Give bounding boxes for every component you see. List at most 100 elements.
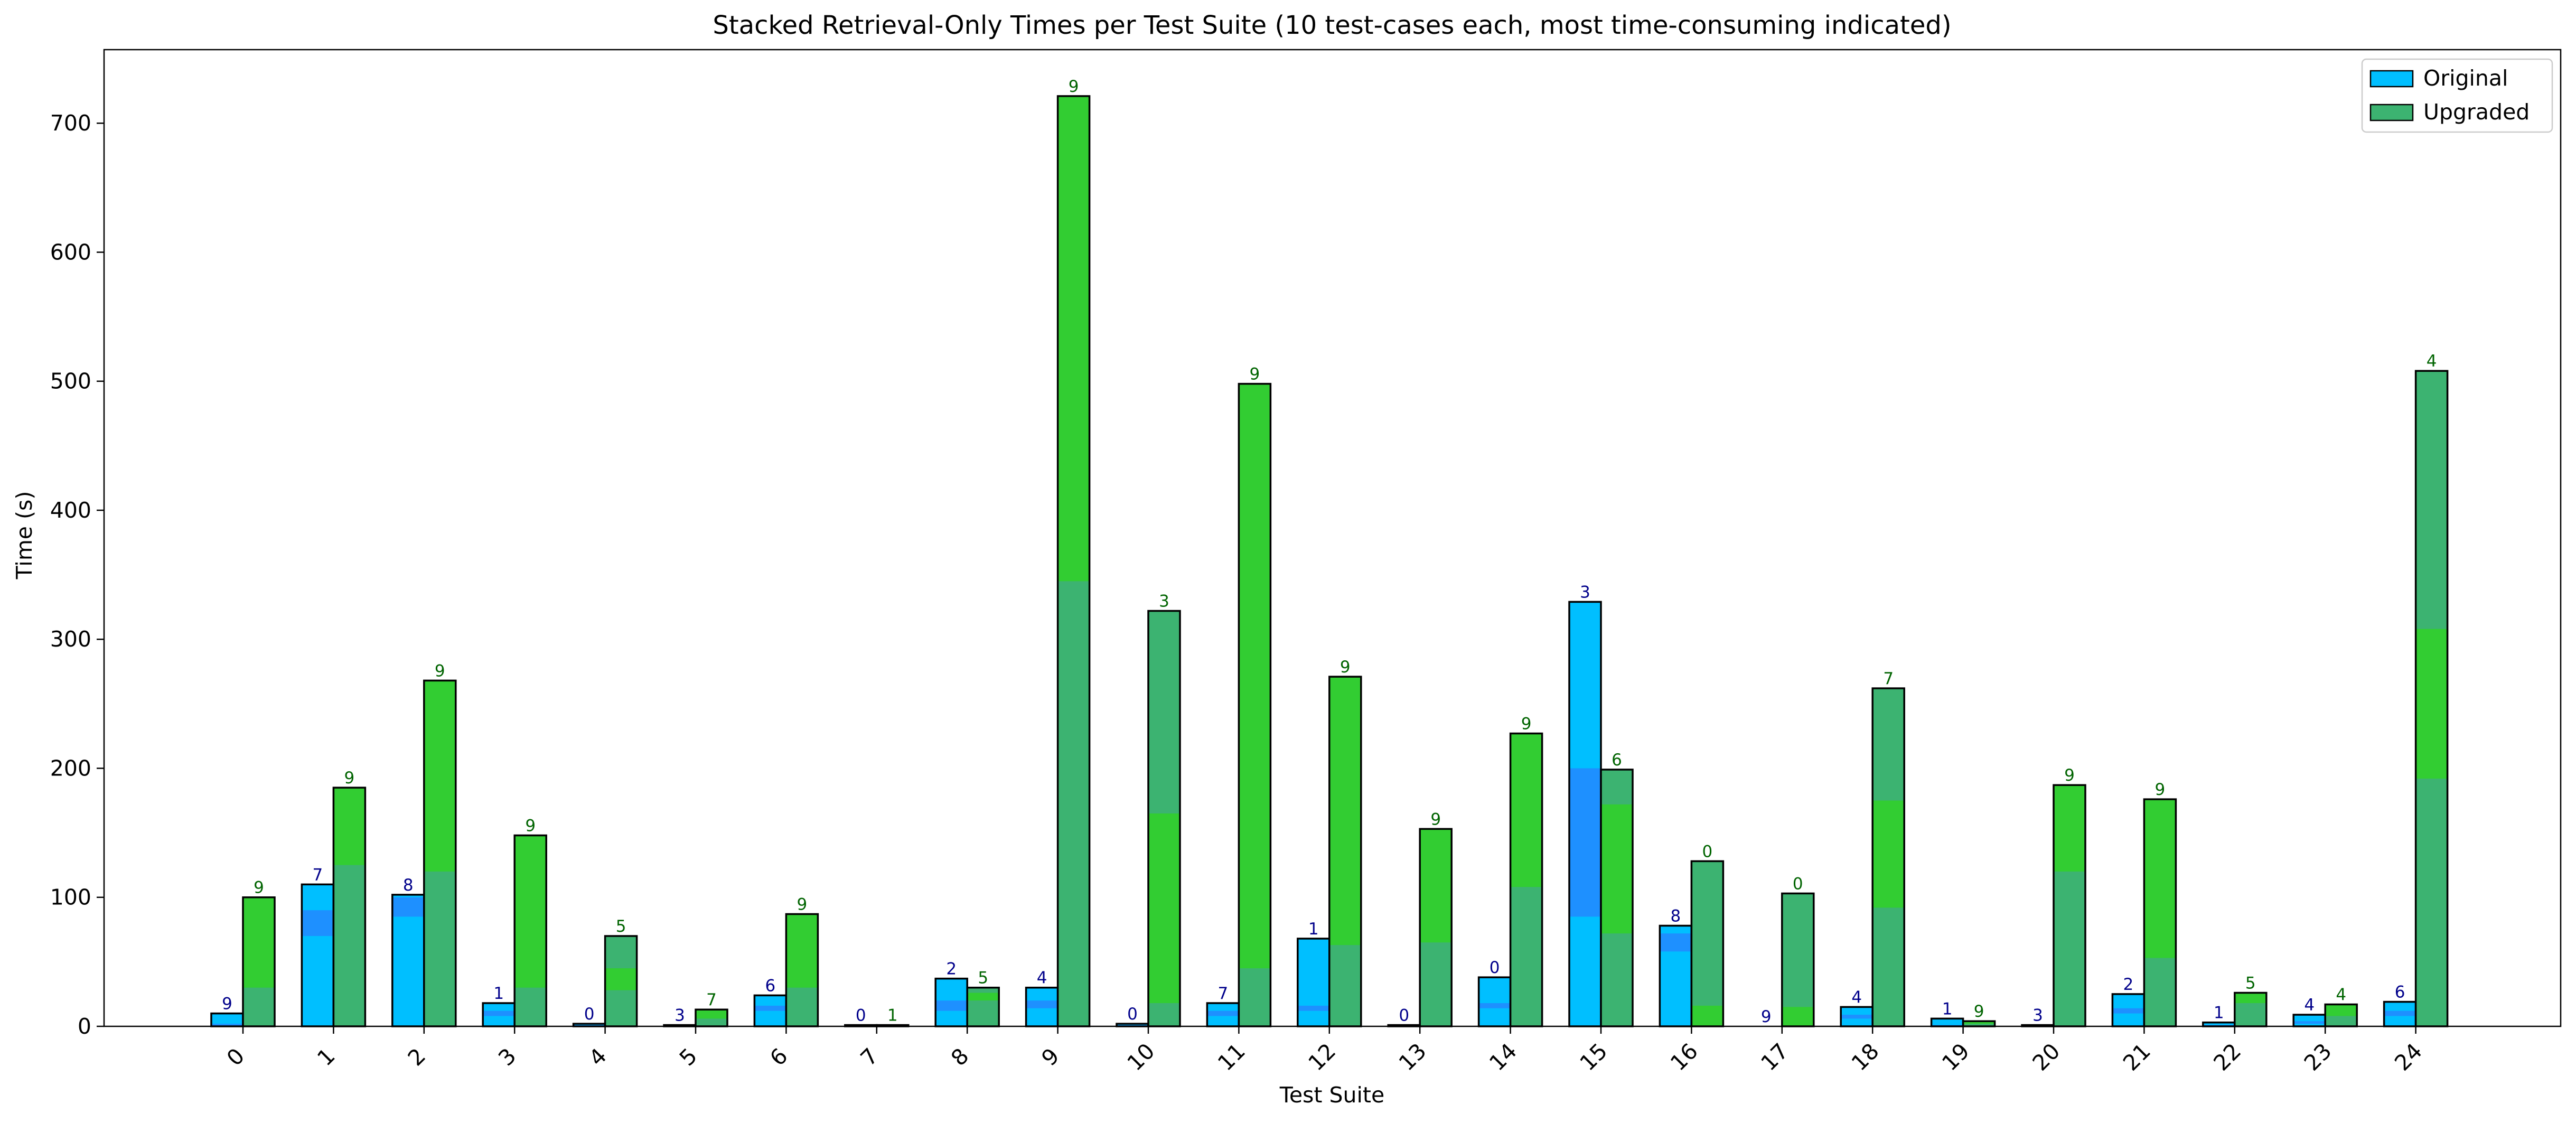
bar-label-original-24: 6 — [2395, 983, 2405, 1002]
top-case-segment-upgraded-14 — [1510, 733, 1542, 887]
bar-label-upgraded-4: 5 — [616, 917, 626, 936]
top-case-segment-upgraded-13 — [1420, 829, 1452, 943]
top-case-segment-upgraded-1 — [333, 788, 366, 865]
top-case-segment-original-16 — [1660, 933, 1692, 952]
bar-label-original-22: 1 — [2214, 1004, 2224, 1023]
top-case-segment-original-14 — [1478, 1003, 1511, 1008]
top-case-segment-upgraded-24 — [2415, 629, 2448, 779]
bar-label-original-6: 6 — [765, 976, 776, 995]
top-case-segment-original-24 — [2384, 1010, 2416, 1016]
bar-label-upgraded-3: 9 — [525, 817, 536, 836]
top-case-segment-original-9 — [1026, 1000, 1058, 1008]
top-case-segment-upgraded-21 — [2144, 799, 2176, 958]
top-case-segment-original-1 — [302, 910, 334, 937]
top-case-segment-upgraded-23 — [2325, 1004, 2357, 1016]
y-tick-label: 200 — [50, 755, 91, 781]
y-tick-label: 600 — [50, 239, 91, 265]
x-tick-label: 8 — [946, 1043, 973, 1071]
top-case-segment-upgraded-0 — [243, 897, 275, 988]
bar-label-original-3: 1 — [493, 984, 504, 1003]
top-case-segment-upgraded-15 — [1601, 804, 1633, 934]
bar-label-original-0: 9 — [222, 995, 232, 1014]
bar-label-upgraded-16: 0 — [1702, 842, 1713, 861]
top-case-segment-upgraded-4 — [605, 968, 637, 990]
bar-label-original-14: 0 — [1490, 958, 1500, 977]
y-tick-label: 500 — [50, 369, 91, 394]
x-tick-label: 23 — [2299, 1038, 2337, 1076]
x-tick-label: 3 — [493, 1043, 521, 1071]
x-tick-label: 5 — [675, 1043, 702, 1071]
x-tick-label: 13 — [1394, 1038, 1431, 1076]
x-tick-label: 19 — [1937, 1038, 1974, 1076]
bar-label-original-19: 1 — [1942, 999, 1953, 1018]
top-case-segment-original-6 — [754, 1005, 786, 1011]
bar-label-original-4: 0 — [584, 1005, 595, 1024]
legend: Original Upgraded — [2361, 58, 2553, 133]
top-case-segment-upgraded-18 — [1872, 800, 1905, 908]
x-tick-label: 14 — [1484, 1038, 1522, 1076]
bar-label-original-17: 9 — [1761, 1007, 1772, 1026]
bar-label-original-20: 3 — [2032, 1006, 2043, 1025]
y-tick-label: 100 — [50, 885, 91, 910]
top-case-segment-upgraded-6 — [786, 914, 818, 988]
bars — [210, 95, 2449, 1027]
bar-label-upgraded-13: 9 — [1430, 810, 1441, 829]
top-case-segment-upgraded-16 — [1691, 1005, 1723, 1026]
top-case-segment-upgraded-10 — [1148, 813, 1180, 1004]
bar-label-original-10: 0 — [1127, 1005, 1138, 1024]
bar-label-upgraded-10: 3 — [1159, 592, 1169, 611]
top-case-segment-original-23 — [2293, 1021, 2326, 1024]
bar-label-original-8: 2 — [946, 960, 957, 979]
bar-label-original-1: 7 — [313, 865, 323, 884]
bar-label-upgraded-2: 9 — [435, 661, 445, 680]
x-tick-label: 0 — [222, 1043, 249, 1071]
x-tick-label: 12 — [1303, 1038, 1341, 1076]
top-case-segment-original-18 — [1841, 1015, 1873, 1019]
bar-label-original-15: 3 — [1580, 583, 1590, 602]
x-tick-label: 20 — [2028, 1038, 2065, 1076]
bar-label-upgraded-15: 6 — [1612, 751, 1622, 770]
top-case-segment-original-8 — [935, 1000, 968, 1011]
top-case-segment-original-12 — [1297, 1005, 1329, 1011]
bar-original-22 — [2203, 1022, 2235, 1026]
top-case-segment-original-2 — [392, 897, 424, 917]
chart-title: Stacked Retrieval-Only Times per Test Su… — [713, 11, 1951, 40]
bar-label-upgraded-20: 9 — [2064, 766, 2075, 785]
bar-label-upgraded-9: 9 — [1069, 77, 1079, 96]
x-tick-label: 6 — [765, 1043, 792, 1071]
bar-original-14 — [1478, 977, 1511, 1026]
top-case-segment-original-11 — [1207, 1010, 1239, 1016]
bar-label-original-9: 4 — [1037, 969, 1047, 988]
bar-label-original-18: 4 — [1851, 988, 1862, 1007]
x-tick-label: 22 — [2208, 1038, 2246, 1076]
bar-label-upgraded-14: 9 — [1521, 715, 1532, 734]
y-axis-label: Time (s) — [12, 491, 37, 580]
bar-label-original-2: 8 — [403, 876, 414, 895]
bar-label-upgraded-24: 4 — [2427, 352, 2437, 371]
axes-frame — [103, 49, 2562, 1027]
bar-label-upgraded-6: 9 — [797, 895, 808, 914]
bar-label-upgraded-21: 9 — [2155, 780, 2166, 799]
bar-label-original-5: 3 — [675, 1006, 685, 1025]
x-tick-label: 10 — [1122, 1038, 1160, 1076]
top-case-segment-upgraded-22 — [2234, 993, 2266, 1004]
bar-label-original-11: 7 — [1218, 984, 1229, 1003]
top-case-segment-upgraded-19 — [1963, 1021, 1995, 1024]
x-tick-label: 2 — [403, 1043, 430, 1071]
x-axis-label: Test Suite — [1279, 1082, 1384, 1108]
bar-original-12 — [1297, 938, 1329, 1026]
bar-label-upgraded-17: 0 — [1793, 874, 1803, 893]
x-tick-label: 21 — [2118, 1038, 2156, 1076]
bar-label-upgraded-19: 9 — [1974, 1002, 1984, 1021]
x-tick-label: 16 — [1665, 1038, 1703, 1076]
y-tick-label: 0 — [78, 1014, 91, 1039]
x-tick-label: 15 — [1575, 1038, 1613, 1076]
x-tick-label: 24 — [2390, 1038, 2427, 1076]
bar-original-4 — [573, 1024, 605, 1026]
bar-label-upgraded-12: 9 — [1340, 658, 1351, 677]
top-case-segment-upgraded-2 — [424, 680, 456, 872]
legend-label-upgraded: Upgraded — [2423, 99, 2530, 125]
bar-label-upgraded-1: 9 — [344, 769, 355, 788]
